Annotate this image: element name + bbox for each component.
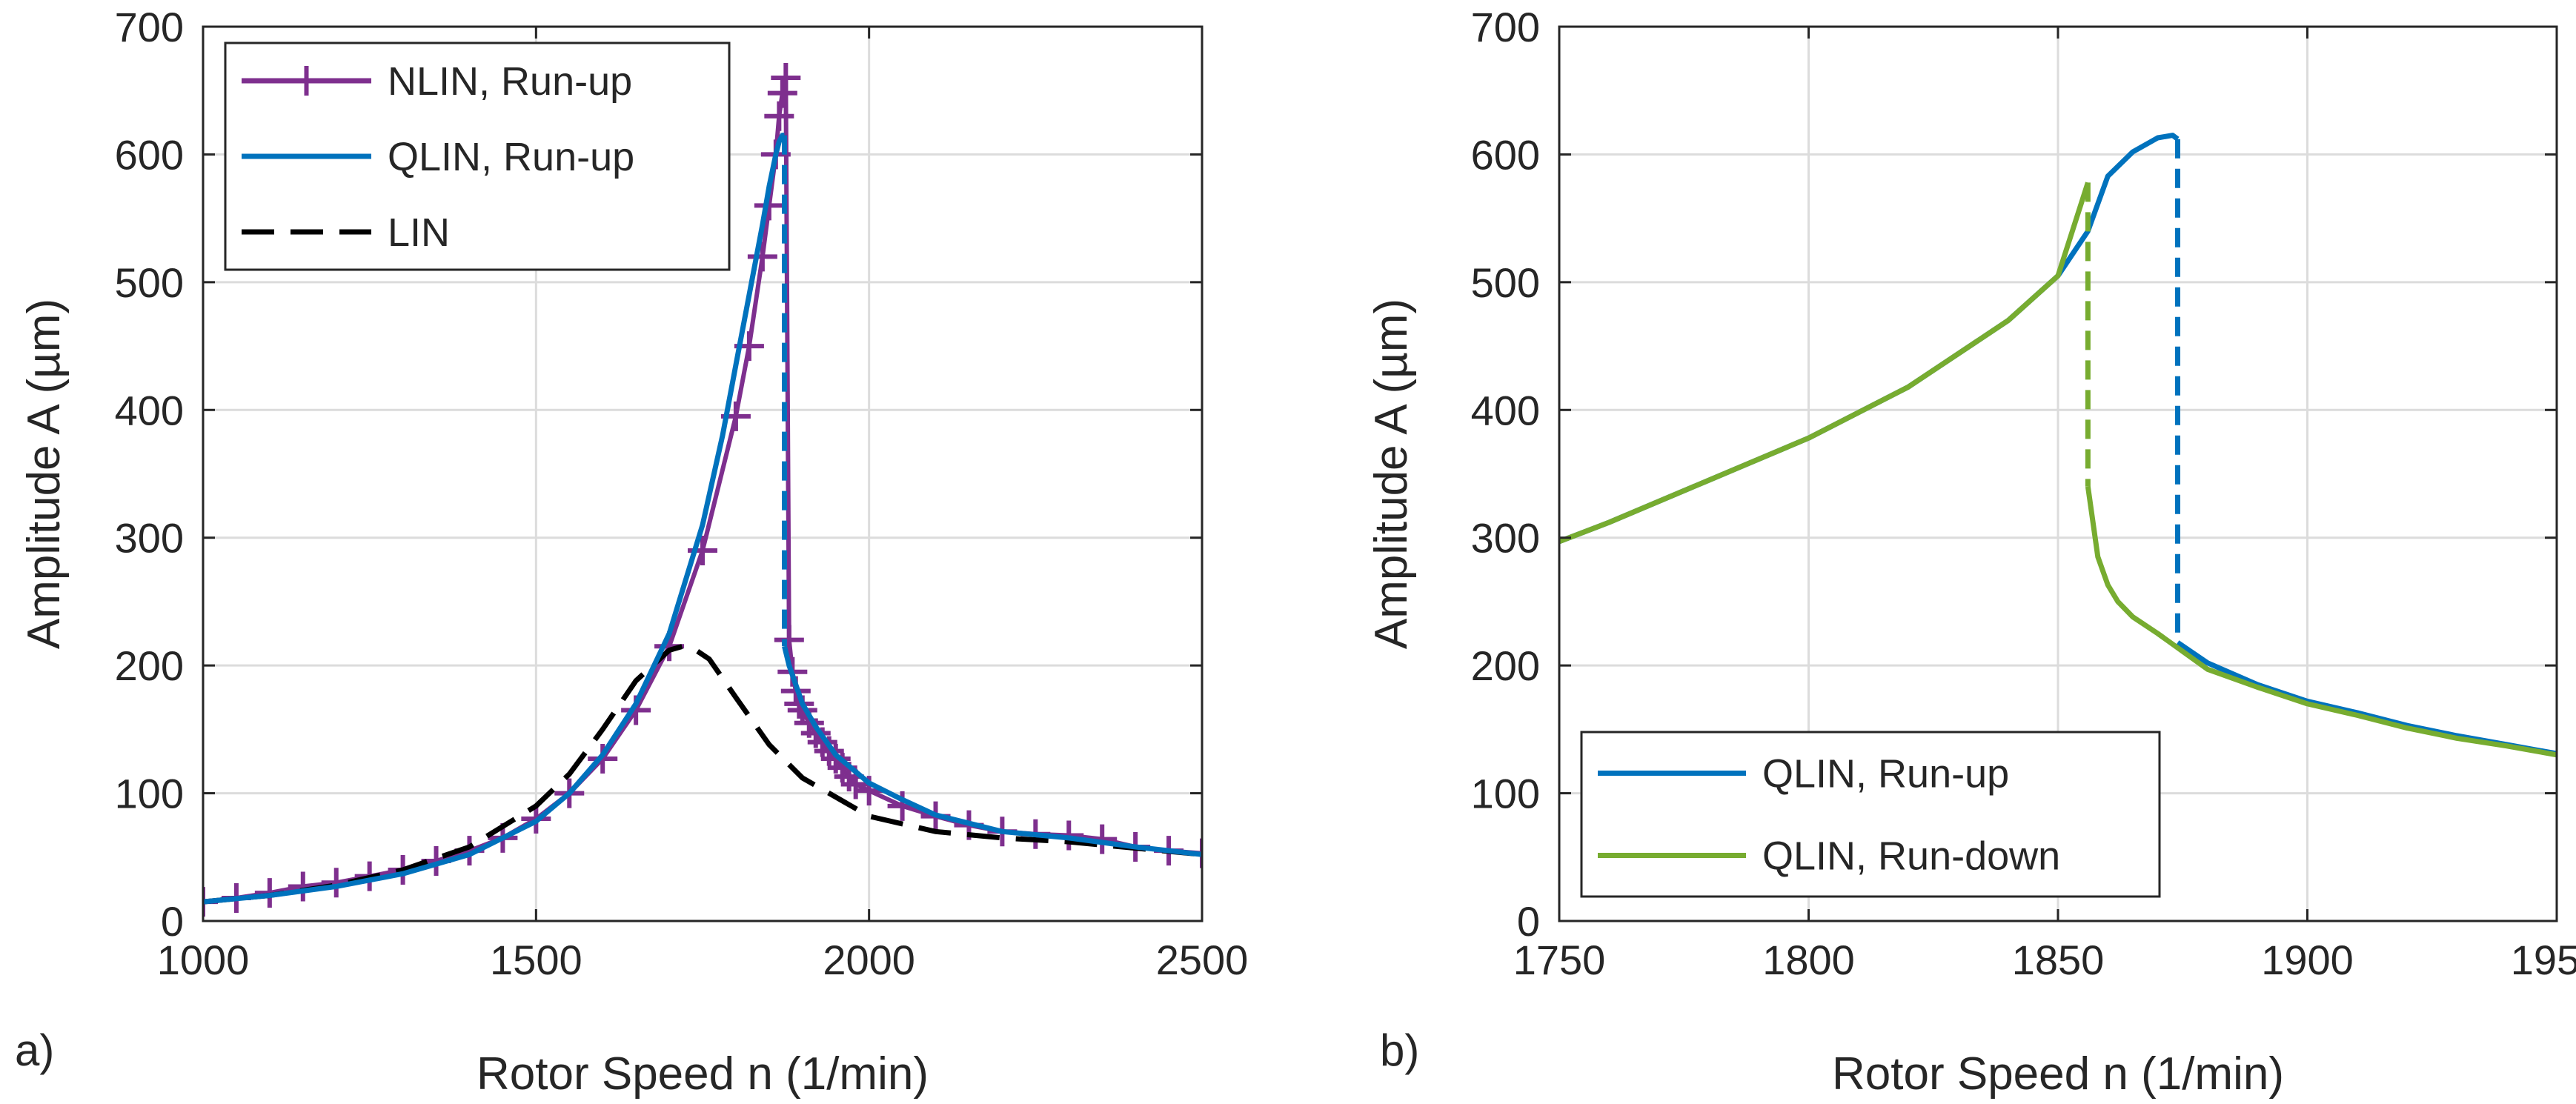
legend-label: QLIN, Run-down — [1762, 834, 2060, 879]
panel-label: a) — [15, 1025, 54, 1075]
legend-label: QLIN, Run-up — [1762, 752, 2009, 797]
y-tick-label: 400 — [115, 387, 184, 433]
legend-marker — [291, 66, 322, 96]
panel-label: b) — [1380, 1025, 1419, 1075]
legend: QLIN, Run-up QLIN, Run-down — [1580, 731, 2161, 898]
y-tick-label: 700 — [115, 4, 184, 50]
y-axis-label: Amplitude A (µm) — [1366, 299, 1417, 649]
series-nlin-run-up-marker — [767, 78, 797, 108]
series-qlin-run-up-line — [203, 133, 786, 905]
series-qlin-run-up-line — [782, 645, 1202, 857]
y-tick-label: 300 — [115, 515, 184, 562]
legend-box — [1580, 731, 2161, 898]
y-tick-label: 400 — [1471, 387, 1540, 433]
series-qlin-run-down-line — [2085, 486, 2557, 758]
x-tick-label: 1500 — [490, 937, 582, 983]
y-tick-label: 500 — [115, 259, 184, 306]
x-tick-label: 2000 — [823, 937, 915, 983]
y-tick-label: 600 — [1471, 131, 1540, 178]
series-nlin-run-up-marker — [774, 625, 804, 655]
y-tick-label: 0 — [1517, 898, 1540, 945]
x-axis-label: Rotor Speed n (1/min) — [477, 1048, 929, 1100]
y-tick-label: 100 — [1471, 771, 1540, 817]
legend-entry-qlin-run-up: QLIN, Run-up — [1598, 752, 2009, 797]
y-tick-label: 500 — [1471, 259, 1540, 306]
series-nlin-run-up-marker — [747, 242, 777, 272]
axes-box — [202, 25, 1204, 922]
legend-entry-lin: LIN — [242, 210, 450, 255]
x-tick-label: 2500 — [1156, 937, 1249, 983]
series-nlin-run-up-marker — [764, 101, 794, 131]
legend-entry-qlin-run-up: QLIN, Run-up — [242, 135, 634, 179]
y-tick-label: 100 — [115, 771, 184, 817]
y-axis-label: Amplitude A (µm) — [19, 299, 70, 649]
y-tick-label: 200 — [115, 642, 184, 689]
x-tick-label: 1750 — [1513, 937, 1606, 983]
panel-a-chart: 1000 1500 2000 2500 0 100 200 300 400 500 600 700 Ro… — [15, 4, 1248, 1100]
y-tick-label: 300 — [1471, 515, 1540, 562]
x-tick-label: 1900 — [2261, 937, 2354, 983]
data-layer — [1559, 133, 2557, 758]
legend-entry-qlin-run-down: QLIN, Run-down — [1598, 834, 2060, 879]
legend-entry-nlin-run-up: NLIN, Run-up — [242, 59, 632, 104]
y-tick-label: 600 — [115, 131, 184, 178]
x-tick-label: 1850 — [2012, 937, 2105, 983]
series-lin-line — [203, 643, 1202, 905]
legend-label: QLIN, Run-up — [388, 135, 634, 179]
x-tick-label: 1800 — [1762, 937, 1855, 983]
series-qlin-run-down — [1559, 182, 2557, 758]
y-tick-label: 0 — [161, 898, 184, 945]
y-tick-label: 700 — [1471, 4, 1540, 50]
x-tick-label: 1000 — [157, 937, 250, 983]
series-qlin-run-up — [203, 133, 1202, 905]
data-layer — [203, 62, 1202, 917]
legend: NLIN, Run-up QLIN, Run-up LIN — [224, 41, 731, 271]
y-tick-label: 200 — [1471, 642, 1540, 689]
x-axis-label: Rotor Speed n (1/min) — [1832, 1048, 2284, 1100]
series-lin — [203, 643, 1202, 905]
series-qlin-run-down-line — [1559, 182, 2091, 545]
legend-label: LIN — [388, 210, 450, 255]
series-nlin-run-up-marker — [771, 62, 801, 93]
legend-label: NLIN, Run-up — [388, 59, 632, 104]
